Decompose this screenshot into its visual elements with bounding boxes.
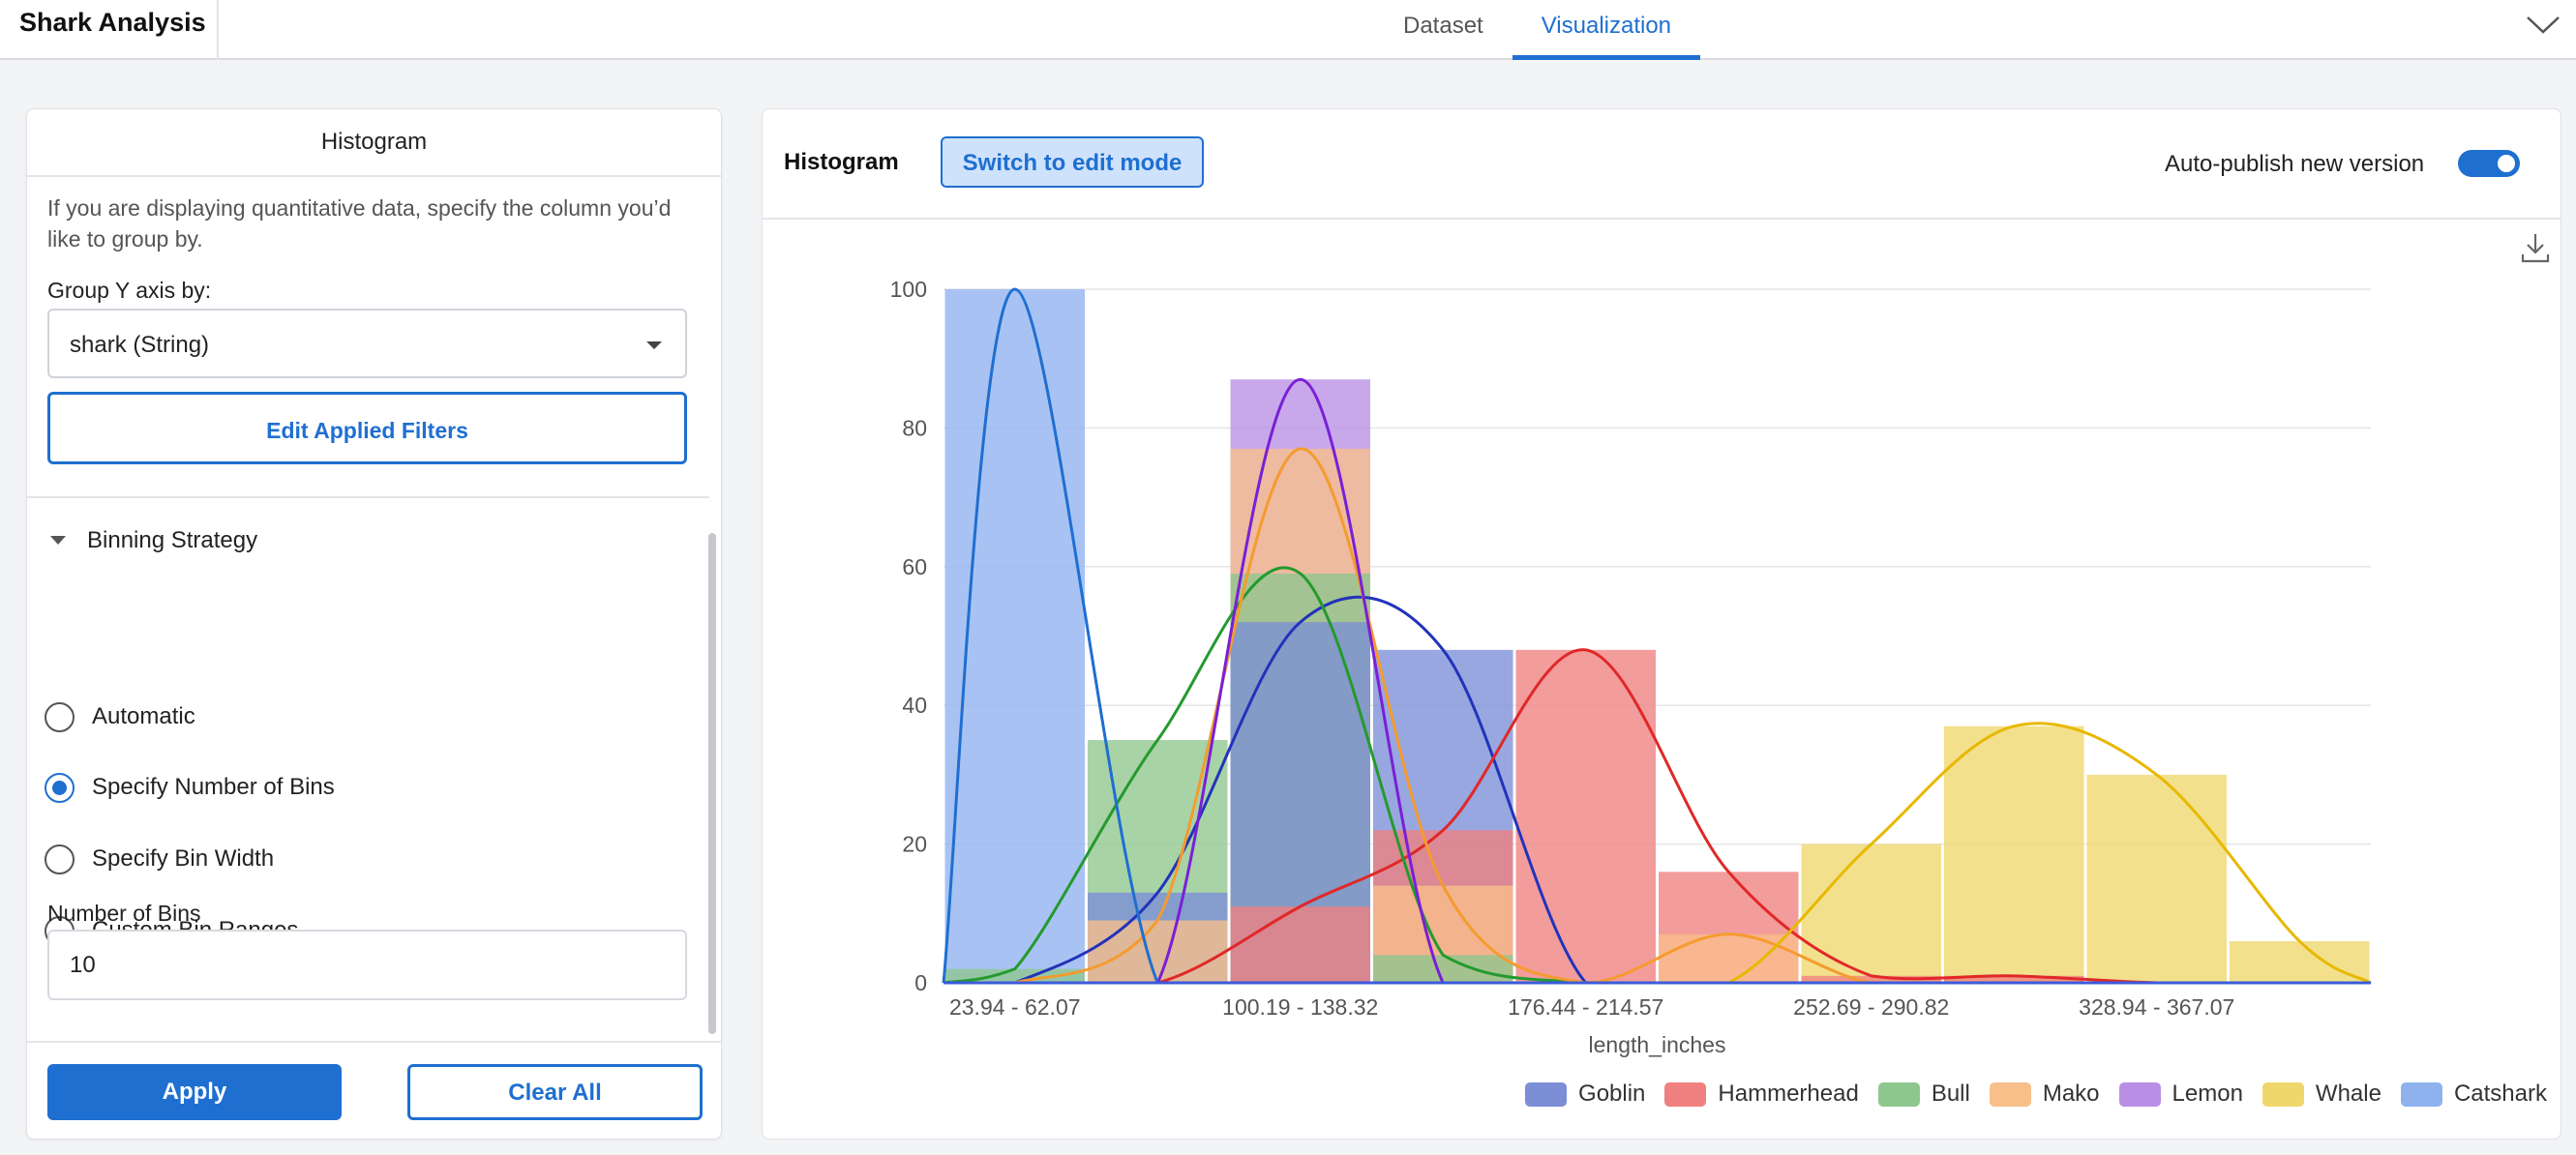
legend-item-goblin[interactable]: Goblin	[1525, 1081, 1645, 1108]
bar-hammerhead	[1944, 975, 2084, 983]
legend-label: Bull	[1931, 1081, 1970, 1107]
group-by-select[interactable]: shark (String)	[47, 309, 687, 378]
y-tick-label: 100	[890, 277, 927, 302]
caret-down-icon	[50, 536, 66, 545]
y-tick-label: 20	[902, 832, 927, 857]
settings-panel: Histogram If you are displaying quantita…	[26, 108, 722, 1140]
x-tick-label: 252.69 - 290.82	[1793, 994, 1949, 1020]
apply-button[interactable]: Apply	[47, 1064, 342, 1120]
legend-swatch	[2118, 1081, 2161, 1107]
y-tick-label: 0	[914, 970, 927, 995]
auto-publish-label: Auto-publish new version	[2165, 151, 2425, 177]
scrollbar[interactable]	[708, 533, 716, 1034]
bar-whale	[2230, 940, 2370, 983]
group-by-label: Group Y axis by:	[47, 278, 212, 303]
legend-item-bull[interactable]: Bull	[1877, 1081, 1970, 1108]
bar-whale	[1801, 844, 1941, 983]
y-tick-label: 40	[902, 693, 927, 718]
auto-publish-toggle[interactable]	[2458, 150, 2520, 177]
legend-item-catshark[interactable]: Catshark	[2400, 1081, 2547, 1108]
radio-label: Specify Bin Width	[92, 845, 275, 872]
number-of-bins-label: Number of Bins	[47, 901, 201, 926]
legend-swatch	[2400, 1081, 2442, 1107]
legend-item-hammerhead[interactable]: Hammerhead	[1664, 1081, 1859, 1108]
radio-label: Specify Number of Bins	[92, 774, 335, 800]
radio-button[interactable]	[45, 701, 75, 732]
bar-hammerhead	[1230, 906, 1370, 983]
tab-visualization[interactable]: Visualization	[1512, 0, 1701, 60]
binning-strategy-toggle[interactable]: Binning Strategy	[50, 527, 257, 554]
histogram-chart: 0 20 40 60 80 100 23.94 - 62.07 100.19 - 138.32…	[890, 277, 2372, 1057]
legend-label: Mako	[2042, 1081, 2100, 1107]
x-tick-label: 23.94 - 62.07	[949, 994, 1081, 1020]
legend-swatch	[1989, 1081, 2031, 1107]
radio-label: Automatic	[92, 703, 195, 729]
legend-item-mako[interactable]: Mako	[1989, 1081, 2100, 1108]
x-tick-label: 328.94 - 367.07	[2079, 994, 2234, 1020]
download-icon[interactable]	[2520, 231, 2551, 264]
bar-hammerhead	[1515, 649, 1656, 983]
legend-swatch	[1877, 1081, 1920, 1107]
legend-label: Whale	[2315, 1081, 2381, 1107]
legend-swatch	[1664, 1081, 1707, 1107]
top-bar: Shark Analysis Dataset Visualization	[0, 0, 2576, 60]
bar-whale	[2086, 774, 2227, 983]
visualization-title: Histogram	[784, 149, 899, 175]
radio-number-of-bins[interactable]: Specify Number of Bins	[45, 768, 335, 807]
bar-bull	[1373, 955, 1513, 983]
app-title: Shark Analysis	[0, 0, 219, 60]
group-by-value: shark (String)	[70, 332, 210, 358]
divider	[27, 496, 709, 498]
tab-bar: Dataset Visualization	[1374, 0, 1701, 60]
legend-label: Lemon	[2172, 1081, 2243, 1107]
radio-bin-width[interactable]: Specify Bin Width	[45, 840, 274, 878]
visualization-panel: Histogram Switch to edit mode Auto-publi…	[762, 108, 2561, 1140]
clear-all-button[interactable]: Clear All	[407, 1064, 703, 1120]
legend-label: Catshark	[2453, 1081, 2547, 1107]
y-tick-label: 80	[902, 415, 927, 440]
x-tick-label: 100.19 - 138.32	[1222, 994, 1378, 1020]
legend-label: Goblin	[1578, 1081, 1646, 1107]
chevron-down-icon[interactable]	[2524, 10, 2562, 39]
bar-mako	[1088, 920, 1228, 983]
y-tick-label: 60	[902, 554, 927, 579]
legend-swatch	[1525, 1081, 1568, 1107]
settings-panel-title: Histogram	[27, 109, 721, 177]
radio-button[interactable]	[45, 772, 75, 803]
divider	[27, 1041, 721, 1043]
x-axis-label: length_inches	[1589, 1032, 1726, 1057]
tab-dataset[interactable]: Dataset	[1403, 13, 1483, 39]
caret-down-icon	[646, 341, 662, 349]
binning-strategy-title: Binning Strategy	[87, 527, 258, 553]
bar-hammerhead	[1801, 975, 1941, 983]
number-of-bins-input[interactable]	[47, 930, 687, 1000]
switch-edit-mode-button[interactable]: Switch to edit mode	[941, 136, 1204, 188]
legend-label: Hammerhead	[1718, 1081, 1859, 1107]
legend-item-lemon[interactable]: Lemon	[2118, 1081, 2243, 1108]
legend-swatch	[2261, 1081, 2304, 1107]
legend-item-whale[interactable]: Whale	[2261, 1081, 2381, 1108]
radio-button[interactable]	[45, 844, 75, 874]
chart-legend: Goblin Hammerhead Bull Mako Lemon Whale Catsha…	[1506, 1081, 2547, 1108]
radio-automatic[interactable]: Automatic	[45, 697, 195, 736]
bar-whale	[1944, 726, 2084, 983]
bar-mako	[1659, 933, 1799, 983]
divider	[763, 218, 2561, 220]
help-text: If you are displaying quantitative data,…	[47, 195, 672, 252]
edit-filters-button[interactable]: Edit Applied Filters	[47, 392, 687, 464]
x-tick-label: 176.44 - 214.57	[1508, 994, 1663, 1020]
